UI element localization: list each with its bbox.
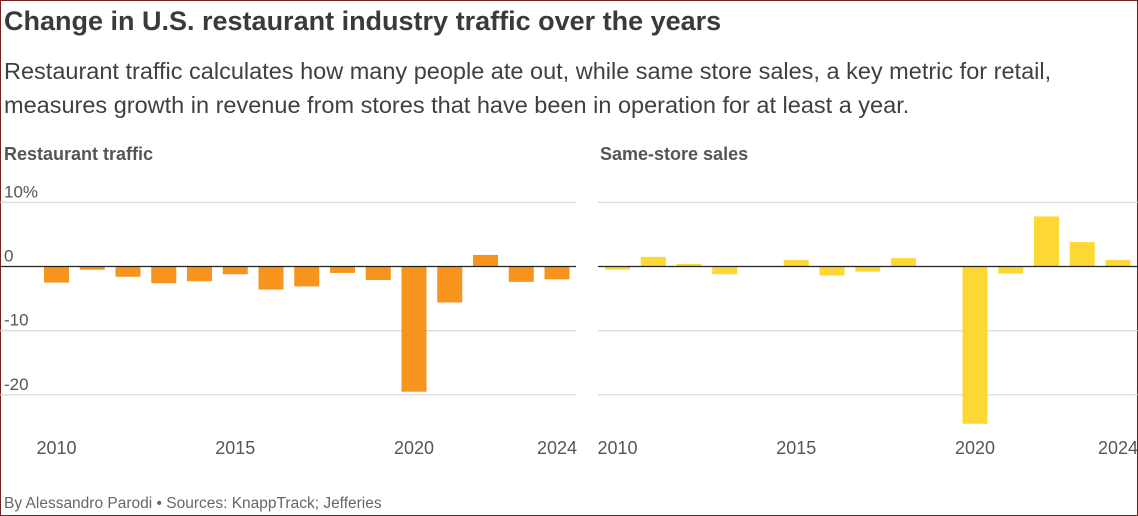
- bar-sales-2015: [783, 260, 809, 267]
- byline: By Alessandro Parodi • Sources: KnappTra…: [4, 495, 382, 512]
- bar-traffic-2021: [437, 266, 463, 303]
- x-tick-label: 2010: [36, 438, 76, 458]
- x-tick-label: 2024: [537, 438, 577, 458]
- bar-sales-2013: [712, 266, 738, 275]
- bar-sales-2011: [640, 256, 666, 267]
- x-tick-label: 2020: [955, 438, 995, 458]
- y-tick-label: -20: [4, 375, 29, 394]
- y-tick-label: 0: [4, 247, 13, 266]
- x-tick-label: 2015: [215, 438, 255, 458]
- y-tick-label: 10%: [4, 182, 38, 201]
- chart-title: Change in U.S. restaurant industry traff…: [4, 6, 722, 36]
- bar-sales-2010: [605, 266, 630, 270]
- bar-sales-2012: [676, 263, 702, 267]
- bar-traffic-2016: [258, 266, 284, 290]
- bar-traffic-2019: [365, 266, 391, 280]
- bar-traffic-2018: [330, 266, 355, 273]
- bar-traffic-2020: [401, 266, 427, 392]
- x-tick-label: 2024: [1098, 438, 1138, 458]
- x-tick-label: 2015: [776, 438, 816, 458]
- bar-sales-2022: [1034, 216, 1059, 267]
- x-tick-label: 2010: [597, 438, 637, 458]
- x-tick-label: 2020: [394, 438, 434, 458]
- bar-traffic-2010: [44, 266, 69, 283]
- bar-sales-2017: [855, 266, 881, 272]
- panel-title-restaurant-traffic: Restaurant traffic: [4, 144, 154, 164]
- bar-sales-2024: [1105, 260, 1131, 267]
- panel-title-same-store-sales: Same-store sales: [600, 144, 749, 164]
- bar-sales-2023: [1069, 242, 1095, 267]
- bar-traffic-2024: [544, 266, 570, 280]
- bar-traffic-2017: [294, 266, 320, 287]
- bar-traffic-2013: [151, 266, 177, 284]
- bar-traffic-2015: [222, 266, 248, 275]
- bar-sales-2016: [819, 266, 845, 276]
- bar-traffic-2014: [187, 266, 212, 282]
- y-tick-label: -10: [4, 311, 29, 330]
- bar-sales-2018: [891, 258, 916, 267]
- chart-subtitle: Restaurant traffic calculates how many p…: [4, 58, 1052, 118]
- bar-sales-2021: [998, 266, 1024, 274]
- bar-traffic-2022: [473, 254, 498, 267]
- bar-sales-2020: [962, 266, 988, 424]
- bar-traffic-2023: [508, 266, 534, 282]
- bar-traffic-2012: [115, 266, 141, 277]
- bar-traffic-2011: [79, 266, 105, 270]
